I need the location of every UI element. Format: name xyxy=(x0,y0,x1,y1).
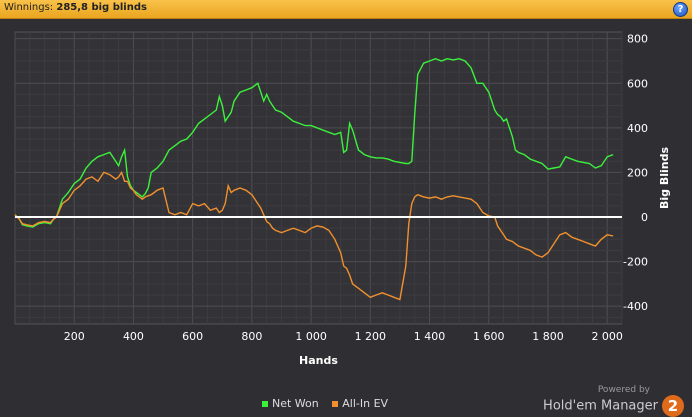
x-axis-title: Hands xyxy=(299,354,338,367)
chart-ticks: 200 400 600 800 1 000 1 200 1 400 1 600 1 800 2 0… xyxy=(64,33,648,343)
legend-swatch-all-in-ev xyxy=(332,401,339,407)
x-tick-label: 400 xyxy=(123,330,144,343)
winnings-value: 285,8 big blinds xyxy=(56,2,147,13)
legend-swatch-net-won xyxy=(262,401,268,407)
legend-label-net-won: Net Won xyxy=(272,397,319,410)
y-axis-title: Big Blinds xyxy=(658,147,671,209)
x-tick-label: 1 200 xyxy=(355,330,387,343)
winnings-chart: 200 400 600 800 1 000 1 200 1 400 1 600 1 800 2 0… xyxy=(14,31,671,367)
title-bar: Winnings: 285,8 big blinds ? xyxy=(0,0,692,19)
x-tick-label: 2 000 xyxy=(591,330,623,343)
help-icon[interactable]: ? xyxy=(673,2,688,17)
y-tick-label: 800 xyxy=(627,33,648,46)
brand-logo: Powered by Hold'em Manager 2 xyxy=(543,385,684,417)
y-tick-label: 400 xyxy=(627,122,648,135)
winnings-summary: Winnings: 285,8 big blinds xyxy=(4,2,147,13)
winnings-label: Winnings: xyxy=(4,2,54,13)
x-tick-label: 800 xyxy=(241,330,262,343)
x-tick-label: 600 xyxy=(182,330,203,343)
y-tick-label: 0 xyxy=(641,211,648,224)
chart-legend: Net Won All-In EV xyxy=(262,397,398,410)
x-tick-label: 1 800 xyxy=(532,330,564,343)
y-tick-label: 600 xyxy=(627,77,648,90)
series-line-net-won xyxy=(14,57,614,228)
x-tick-label: 1 600 xyxy=(473,330,505,343)
x-tick-label: 200 xyxy=(64,330,85,343)
legend-item-net-won[interactable]: Net Won xyxy=(262,397,322,410)
legend-item-all-in-ev[interactable]: All-In EV xyxy=(332,397,388,410)
series-line-all-in-ev xyxy=(14,170,614,301)
chart-grid xyxy=(14,31,623,325)
plot-area xyxy=(14,31,623,325)
version-badge-icon: 2 xyxy=(662,395,684,417)
y-tick-label: 200 xyxy=(627,166,648,179)
x-tick-label: 1 000 xyxy=(295,330,327,343)
y-tick-label: -400 xyxy=(623,300,648,313)
powered-by-text: Powered by xyxy=(597,385,650,395)
chart-lines xyxy=(14,57,622,301)
y-tick-label: -200 xyxy=(623,256,648,269)
legend-label-all-in-ev: All-In EV xyxy=(342,397,389,410)
product-name: Hold'em Manager xyxy=(543,398,658,414)
x-tick-label: 1 400 xyxy=(414,330,446,343)
